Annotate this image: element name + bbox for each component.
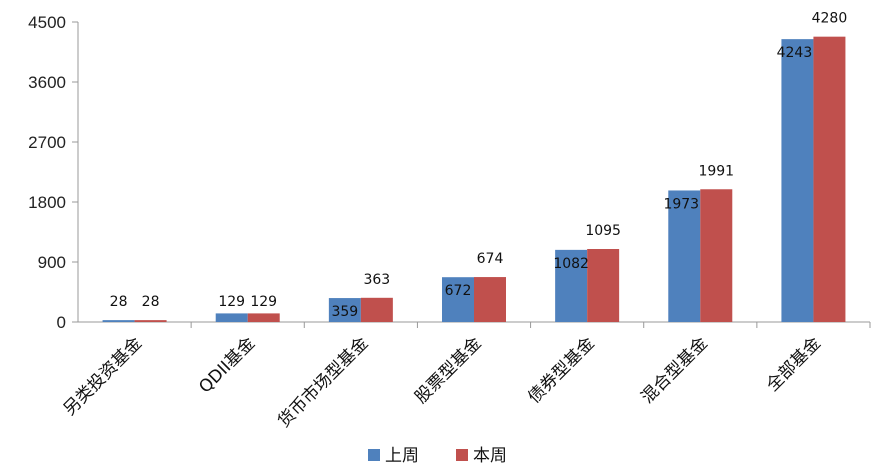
data-label: 28	[142, 294, 160, 310]
bar-this-week	[587, 249, 620, 322]
category-label: 货币市场型基金	[274, 333, 372, 431]
data-labels: 28 28 129 129 359 363 672 674 1082 1095 1973 1991 42…	[110, 11, 848, 320]
axes: 0 900 1800 2700 3600 4500	[28, 13, 871, 332]
y-tick-label: 4500	[28, 13, 66, 32]
data-label: 672	[445, 283, 472, 299]
legend-label: 本周	[473, 446, 507, 466]
category-label: QDII基金	[195, 333, 259, 397]
bar-this-week	[700, 189, 733, 322]
data-label: 1973	[663, 196, 699, 212]
category-label: 另类投资基金	[60, 333, 146, 419]
legend-label: 上周	[385, 446, 419, 466]
y-tick-label: 900	[38, 253, 66, 272]
y-tick-label: 0	[57, 313, 66, 332]
data-label: 4280	[812, 11, 848, 27]
category-labels: 另类投资基金 QDII基金 货币市场型基金 股票型基金 债券型基金 混合型基金 全部基金	[60, 333, 825, 431]
data-label: 129	[218, 294, 245, 310]
y-tick-label: 3600	[28, 73, 66, 92]
bar-last-week	[555, 249, 588, 322]
bar-this-week	[360, 297, 393, 322]
bar-last-week	[668, 190, 701, 322]
bar-this-week	[134, 320, 167, 322]
legend-swatch	[368, 449, 380, 461]
data-label: 1082	[553, 256, 589, 272]
bars	[102, 36, 846, 323]
category-label: 股票型基金	[411, 333, 485, 407]
data-label: 1991	[698, 163, 734, 179]
bar-last-week	[328, 298, 361, 322]
y-tick-label: 1800	[28, 193, 66, 212]
data-label: 1095	[585, 223, 621, 239]
bar-this-week	[474, 277, 506, 322]
category-label: 债券型基金	[524, 333, 598, 407]
y-tick-label: 2700	[28, 133, 66, 152]
data-label: 363	[363, 272, 390, 288]
category-label: 混合型基金	[638, 333, 712, 407]
data-label: 359	[331, 304, 358, 320]
bar-this-week	[247, 313, 280, 322]
data-label: 4243	[777, 45, 813, 61]
bar-this-week	[813, 36, 846, 323]
bar-last-week	[215, 313, 248, 322]
category-label: 全部基金	[763, 333, 825, 395]
data-label: 129	[250, 294, 277, 310]
data-label: 674	[477, 251, 504, 267]
legend: 上周 本周	[368, 446, 507, 466]
bar-last-week	[442, 277, 474, 322]
data-label: 28	[110, 294, 128, 310]
bar-last-week	[781, 39, 814, 323]
bar-last-week	[102, 320, 135, 322]
legend-swatch	[456, 449, 468, 461]
